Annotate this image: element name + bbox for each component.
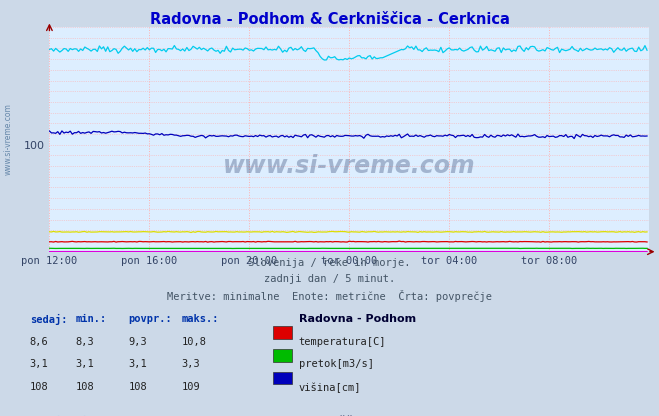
- Text: Radovna - Podhom: Radovna - Podhom: [299, 314, 416, 324]
- Text: maks.:: maks.:: [181, 314, 219, 324]
- Text: www.si-vreme.com: www.si-vreme.com: [223, 154, 476, 178]
- Text: Radovna - Podhom & Cerkniščica - Cerknica: Radovna - Podhom & Cerkniščica - Cerknic…: [150, 12, 509, 27]
- Text: temperatura[C]: temperatura[C]: [299, 337, 386, 347]
- Text: 10,8: 10,8: [181, 337, 206, 347]
- Text: 108: 108: [76, 382, 94, 392]
- Text: min.:: min.:: [76, 314, 107, 324]
- Text: 3,1: 3,1: [129, 359, 147, 369]
- Text: 3,1: 3,1: [30, 359, 48, 369]
- Text: 108: 108: [129, 382, 147, 392]
- Text: 108: 108: [30, 382, 48, 392]
- Text: Slovenija / reke in morje.: Slovenija / reke in morje.: [248, 258, 411, 268]
- Text: 109: 109: [181, 382, 200, 392]
- Text: višina[cm]: višina[cm]: [299, 382, 361, 393]
- Text: zadnji dan / 5 minut.: zadnji dan / 5 minut.: [264, 274, 395, 284]
- Text: pretok[m3/s]: pretok[m3/s]: [299, 359, 374, 369]
- Text: povpr.:: povpr.:: [129, 314, 172, 324]
- Text: Meritve: minimalne  Enote: metrične  Črta: povprečje: Meritve: minimalne Enote: metrične Črta:…: [167, 290, 492, 302]
- Text: 8,6: 8,6: [30, 337, 48, 347]
- Text: 8,3: 8,3: [76, 337, 94, 347]
- Text: www.si-vreme.com: www.si-vreme.com: [4, 104, 13, 175]
- Text: sedaj:: sedaj:: [30, 314, 67, 325]
- Text: 3,1: 3,1: [76, 359, 94, 369]
- Text: 9,3: 9,3: [129, 337, 147, 347]
- Text: 3,3: 3,3: [181, 359, 200, 369]
